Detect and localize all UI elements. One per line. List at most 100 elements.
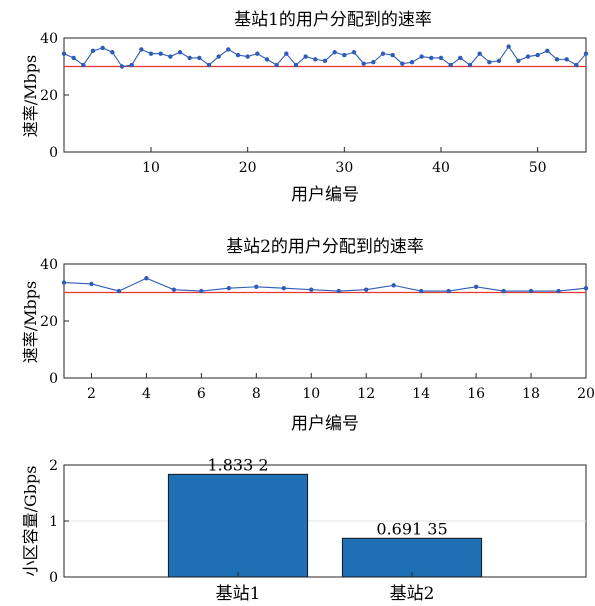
c2-data-point (171, 287, 177, 292)
chart1-plot-area (63, 37, 587, 153)
c2-data-point (281, 286, 286, 291)
c2-data-point (144, 276, 149, 281)
c1-data-point (506, 44, 511, 49)
capacity-bar-chart: 1.833 2 0.691 35 基站1 基站2 0 1 2 小区容量/Gbps (21, 455, 587, 604)
chart3-ytick-label: 2 (49, 458, 58, 474)
c1-data-point (409, 60, 415, 65)
c1-data-point (264, 57, 270, 62)
c1-data-point (100, 45, 105, 51)
c1-ytick-label: 40 (40, 31, 58, 47)
c1-data-point (148, 51, 154, 56)
c1-data-point (139, 47, 144, 52)
c1-data-point (226, 47, 231, 52)
c1-data-point (438, 55, 444, 61)
c2-data-point (61, 280, 67, 285)
c1-data-point (177, 50, 183, 55)
bar-2 (341, 537, 483, 578)
c1-xtick-label: 10 (142, 160, 160, 176)
chart3-ytick-label: 1 (49, 514, 58, 530)
c1-ytick-label: 0 (49, 145, 58, 161)
c1-data-point (168, 54, 173, 59)
bar-1 (167, 473, 309, 578)
c2-data-point (391, 283, 396, 288)
c1-data-point (197, 55, 202, 61)
c1-data-point (110, 50, 115, 55)
c1-data-point (525, 54, 531, 59)
c2-data-point (336, 288, 341, 294)
chart3-ytick-label: 0 (49, 570, 58, 586)
c1-data-point (516, 58, 521, 63)
chart1-points (61, 44, 589, 69)
c1-data-point (419, 54, 424, 59)
c2-xtick-label: 12 (357, 386, 375, 402)
c1-data-point (496, 58, 502, 63)
c2-ytick-label: 40 (40, 257, 58, 273)
c1-data-point (313, 57, 318, 62)
c1-data-point (81, 62, 86, 68)
chart2-points (61, 276, 589, 294)
c2-data-point (254, 284, 259, 289)
c1-data-point (535, 52, 540, 58)
c1-data-point (274, 62, 279, 68)
c2-data-point (199, 288, 204, 294)
c1-data-point (187, 55, 192, 61)
c2-xtick-label: 10 (302, 386, 320, 402)
c2-xtick-label: 8 (252, 386, 261, 402)
chart2-plot-area (63, 263, 587, 379)
category-label: 基站1 (216, 584, 261, 604)
c2-xtick-label: 16 (467, 386, 485, 402)
c1-data-point (554, 57, 560, 62)
c2-data-point (226, 286, 232, 291)
c1-ytick-label: 20 (40, 88, 58, 104)
c1-data-point (564, 57, 569, 62)
c1-data-point (284, 51, 289, 56)
c2-data-point (583, 286, 589, 291)
c1-data-point (467, 62, 473, 68)
c1-data-point (129, 62, 134, 68)
bar-value-label: 0.691 35 (376, 519, 447, 538)
chart3-ylabel: 小区容量/Gbps (21, 466, 40, 577)
c1-xtick-label: 50 (529, 160, 547, 176)
c1-data-point (119, 64, 125, 69)
chart1-ylabel: 速率/Mbps (21, 55, 40, 137)
c1-data-point (477, 51, 482, 56)
c1-xtick-label: 40 (432, 160, 450, 176)
chart1-title: 基站1的用户分配到的速率 (234, 10, 432, 30)
c1-data-point (245, 54, 250, 59)
c2-data-point (528, 288, 534, 294)
c2-xtick-label: 2 (87, 386, 96, 402)
c1-data-point (545, 48, 550, 54)
c1-data-point (71, 55, 76, 61)
c2-data-point (364, 287, 369, 292)
c2-xtick-label: 6 (197, 386, 206, 402)
c2-ytick-label: 0 (49, 371, 58, 387)
c1-data-point (322, 58, 328, 63)
rate-chart-station-1: 基站1的用户分配到的速率 10 20 30 40 50 0 20 40 用户编号 速率/Mbp… (21, 10, 589, 205)
c1-data-point (390, 52, 395, 58)
c2-data-point (309, 287, 314, 292)
c2-data-point (89, 281, 94, 287)
c1-data-point (487, 60, 492, 65)
chart2-title: 基站2的用户分配到的速率 (226, 237, 424, 257)
c1-data-point (216, 54, 221, 59)
c1-data-point (448, 62, 453, 68)
chart3-bars: 1.833 2 0.691 35 (167, 455, 483, 578)
c1-data-point (400, 61, 405, 66)
c2-ytick-label: 20 (40, 314, 58, 330)
c1-data-point (380, 51, 386, 56)
c1-xtick-label: 20 (239, 160, 257, 176)
c1-data-point (90, 48, 96, 54)
c2-xtick-label: 20 (577, 386, 595, 402)
c1-data-point (293, 62, 299, 68)
c2-xtick-label: 4 (142, 386, 151, 402)
bar-value-label: 1.833 2 (207, 455, 268, 474)
c1-data-point (332, 50, 337, 55)
c1-data-point (303, 54, 308, 59)
chart2-ticks: 2 4 6 8 10 12 14 16 18 20 0 20 40 (40, 257, 595, 402)
c1-data-point (206, 62, 212, 68)
c2-data-point (116, 288, 122, 294)
c2-data-point (446, 288, 451, 294)
c2-data-point (418, 288, 424, 294)
